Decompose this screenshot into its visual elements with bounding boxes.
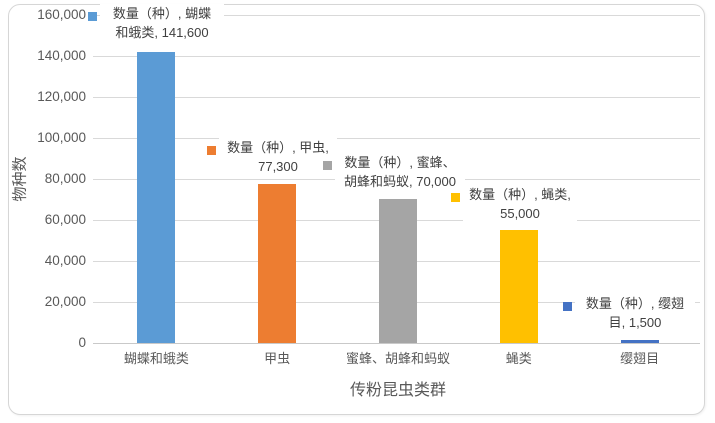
y-tick-label: 80,000 (44, 170, 86, 186)
series-marker (323, 161, 332, 170)
bar-1[interactable] (137, 52, 176, 343)
data-label-line: 胡蜂和蚂蚁, 70,000 (344, 174, 456, 189)
gridline (93, 55, 700, 57)
data-label[interactable]: 数量（种）, 蜜蜂、 胡蜂和蚂蚁, 70,000 (335, 153, 465, 191)
y-tick-label: 120,000 (37, 88, 86, 104)
data-label[interactable]: 数量（种）, 缨翅 目, 1,500 (575, 294, 695, 332)
data-label[interactable]: 数量（种）, 甲虫, 77,300 (219, 138, 337, 176)
y-tick-label: 60,000 (44, 211, 86, 227)
data-label-line: 数量（种）, 甲虫, (227, 140, 329, 155)
data-label-line: 55,000 (500, 206, 540, 221)
bar-3[interactable] (379, 199, 417, 343)
data-label-line: 数量（种）, 蝴蝶 (112, 6, 212, 21)
y-tick-label: 20,000 (44, 293, 86, 309)
category-label: 蜜蜂、胡蜂和蚂蚁 (345, 351, 450, 366)
data-label-line: 和蛾类, 141,600 (115, 25, 209, 40)
bar-2[interactable] (258, 184, 297, 343)
category-label: 甲虫 (264, 351, 291, 366)
y-tick-label: 0 (78, 335, 86, 350)
data-label-line: 数量（种）, 缨翅 (585, 296, 685, 311)
series-marker (207, 146, 216, 155)
category-label: 蝴蝶和蛾类 (123, 351, 189, 366)
category-label: 缨翅目 (620, 351, 660, 366)
x-axis-line (93, 343, 700, 344)
gridline (93, 96, 700, 98)
series-marker (88, 12, 97, 21)
bar-4[interactable] (499, 230, 538, 343)
y-tick-label: 40,000 (44, 252, 86, 268)
gridline (93, 14, 700, 16)
data-label-line: 77,300 (258, 159, 298, 174)
data-label-line: 数量（种）, 蜜蜂、 (344, 155, 456, 170)
y-tick-label: 140,000 (37, 47, 86, 63)
chart-container[interactable] (8, 4, 705, 415)
series-marker (451, 193, 460, 202)
category-label: 蝇类 (505, 351, 532, 366)
y-tick-label: 160,000 (37, 6, 86, 22)
y-tick-label: 100,000 (37, 129, 86, 145)
series-marker (563, 302, 572, 311)
gridline (93, 137, 700, 139)
data-label-line: 目, 1,500 (608, 315, 662, 330)
data-label[interactable]: 数量（种）, 蝇类, 55,000 (463, 185, 577, 223)
data-label-line: 数量（种）, 蝇类, (469, 187, 571, 202)
bar-5[interactable] (620, 339, 659, 343)
x-axis-title: 传粉昆虫类群 (349, 382, 447, 399)
data-label[interactable]: 数量（种）, 蝴蝶 和蛾类, 141,600 (100, 4, 224, 42)
